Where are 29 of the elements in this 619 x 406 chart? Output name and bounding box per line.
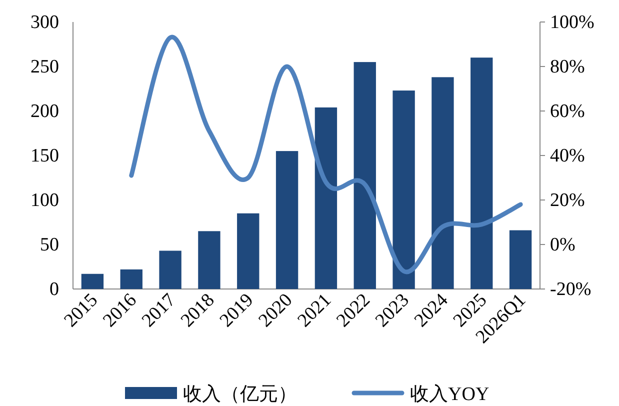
y2-tick-label: 20% [550,190,585,211]
y-tick-label: 300 [30,12,59,33]
bar [237,213,260,289]
y-tick-label: 250 [30,56,59,78]
y2-tick-label: -20% [550,279,592,300]
bar [392,90,415,289]
bar [276,151,298,289]
bar [198,231,220,289]
y-tick-label: 50 [40,234,59,256]
y2-tick-label: 40% [550,146,585,166]
y-tick-label: 0 [50,279,59,300]
legend-label: 收入（亿元） [183,384,297,405]
bar [159,250,182,289]
y2-tick-label: 100% [550,12,594,33]
y2-tick-label: 80% [550,56,585,78]
line-series [129,35,523,274]
y-tick-label: 100 [30,190,59,211]
y-tick-label: 200 [30,101,59,122]
y-tick-label: 150 [30,146,59,166]
y2-tick-label: 0% [550,234,576,256]
bar [432,77,454,289]
bar [470,58,493,289]
bar [81,274,104,289]
legend-label: 收入YOY [410,384,490,405]
bar [354,62,376,289]
y2-tick-label: 60% [550,101,585,122]
bar [120,269,142,289]
bar [314,107,338,289]
bar [509,230,532,289]
